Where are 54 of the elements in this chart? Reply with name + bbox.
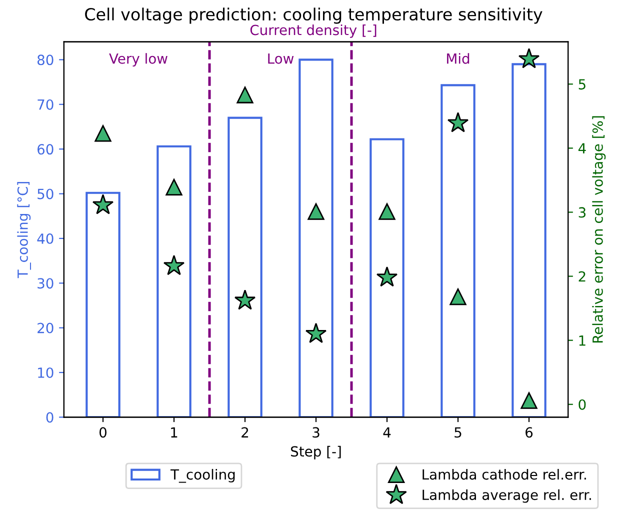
y-tick-label: 30 xyxy=(38,278,54,289)
y2-axis-title: Relative error on cell voltage [%] xyxy=(592,116,606,343)
x-tick-label: 4 xyxy=(383,427,391,438)
y-tick-label: 0 xyxy=(46,412,54,423)
y-tick-label: 40 xyxy=(37,233,54,244)
chart-subtitle: Current density [-] xyxy=(250,24,376,38)
bar xyxy=(370,138,404,418)
y2-tick-label: 1 xyxy=(579,335,586,346)
y-tick-label: 50 xyxy=(38,188,54,200)
y2-tick-label: 4 xyxy=(578,143,586,154)
bar xyxy=(440,84,476,418)
x-tick-label: 1 xyxy=(171,427,178,438)
legend-label: T_cooling xyxy=(170,468,235,483)
x-tick-label: 5 xyxy=(454,427,462,438)
annotation: Mid xyxy=(447,53,470,64)
y-axis-title: T_cooling [°C] xyxy=(17,182,32,278)
y-tick-label: 10 xyxy=(38,367,54,378)
point xyxy=(378,203,396,220)
point xyxy=(305,322,327,344)
x-tick-label: 6 xyxy=(526,427,533,438)
point xyxy=(234,289,256,310)
bar xyxy=(512,63,546,418)
bar xyxy=(228,116,262,418)
y2-tick-label: 3 xyxy=(578,207,586,218)
point xyxy=(447,112,469,132)
bar xyxy=(86,192,120,418)
point xyxy=(236,86,254,104)
y2-tick-label: 0 xyxy=(578,399,586,410)
annotation: Very low xyxy=(109,53,168,67)
y-tick-label: 80 xyxy=(38,54,54,66)
point xyxy=(308,203,324,220)
point xyxy=(520,392,538,409)
y-tick-label: 20 xyxy=(38,322,54,334)
point xyxy=(376,266,398,287)
point xyxy=(518,48,540,68)
point xyxy=(94,125,112,142)
x-axis-title: Step [-] xyxy=(290,446,341,460)
bar xyxy=(156,145,192,418)
y-tick-label: 60 xyxy=(38,144,54,155)
point xyxy=(166,178,182,196)
legend-label: Lambda average rel. err. xyxy=(422,489,591,503)
x-tick-label: 0 xyxy=(100,427,106,438)
chart-title: Cell voltage prediction: cooling temperature sensitivity xyxy=(85,8,542,24)
y2-tick-label: 5 xyxy=(578,79,586,90)
annotation: Low xyxy=(268,54,294,64)
point xyxy=(450,288,466,306)
bar xyxy=(298,58,334,418)
y2-tick-label: 2 xyxy=(578,271,586,282)
legend-label: Lambda cathode rel.err. xyxy=(422,468,586,480)
y-tick-label: 70 xyxy=(38,99,54,110)
x-tick-label: 2 xyxy=(242,427,248,438)
point xyxy=(92,194,114,214)
x-tick-label: 3 xyxy=(312,427,320,438)
point xyxy=(163,254,185,276)
